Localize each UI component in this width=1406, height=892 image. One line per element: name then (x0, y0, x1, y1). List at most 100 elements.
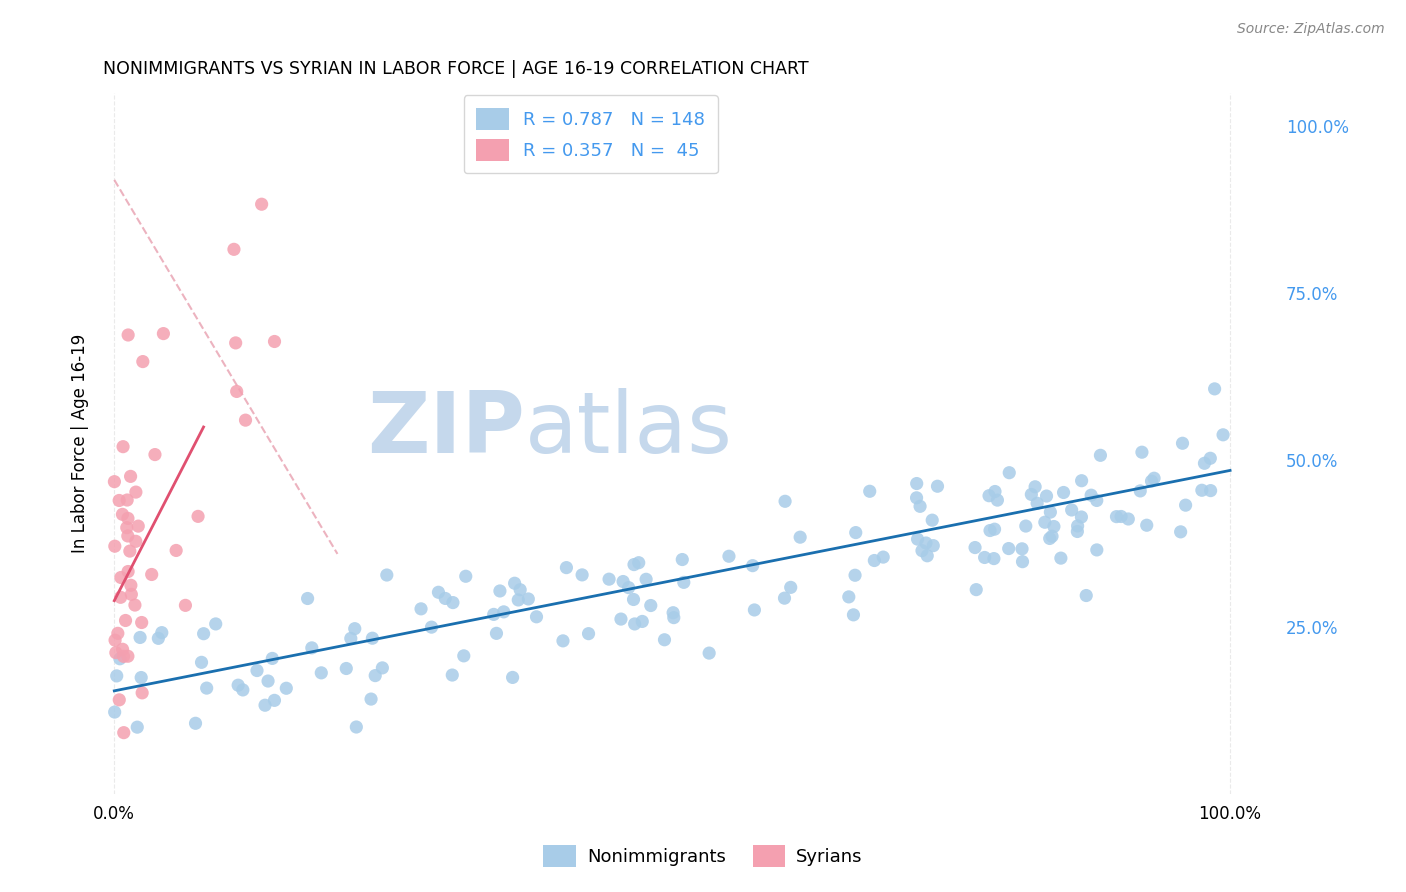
Point (110, 591, 132, 605)
Point (1050, 551, 1073, 566)
Point (434, 591, 457, 606)
Point (921, 513, 943, 527)
Point (1039, 505, 1062, 519)
Point (526, 609, 548, 624)
Point (503, 576, 526, 591)
Point (110, 570, 132, 584)
Point (1170, 524, 1192, 539)
Point (1052, 485, 1074, 500)
Point (125, 485, 148, 500)
Point (187, 509, 209, 524)
Point (555, 560, 578, 574)
Point (571, 567, 593, 582)
Point (1066, 519, 1088, 533)
Point (863, 553, 886, 567)
Point (789, 530, 811, 544)
Point (779, 580, 801, 594)
Point (112, 649, 135, 664)
Point (375, 568, 398, 582)
Point (131, 686, 153, 700)
Point (1024, 480, 1046, 494)
Point (773, 591, 796, 606)
Point (1011, 541, 1033, 556)
Point (984, 484, 1007, 499)
Point (1090, 448, 1112, 462)
Legend: Nonimmigrants, Syrians: Nonimmigrants, Syrians (536, 838, 870, 874)
Point (697, 646, 720, 660)
Point (1021, 487, 1043, 501)
Point (1039, 532, 1062, 546)
Point (1130, 445, 1153, 459)
Point (963, 541, 986, 555)
Point (441, 668, 464, 682)
Point (112, 440, 135, 454)
Point (441, 596, 464, 610)
Point (107, 626, 129, 640)
Point (115, 493, 138, 508)
Point (640, 599, 662, 613)
Point (578, 626, 600, 640)
Point (222, 243, 245, 257)
Point (492, 605, 515, 619)
Point (1040, 529, 1063, 543)
Point (141, 567, 163, 582)
Point (420, 620, 443, 634)
Point (335, 661, 357, 675)
Point (1140, 474, 1163, 488)
Point (1080, 488, 1102, 502)
Point (118, 544, 141, 558)
Point (129, 631, 152, 645)
Point (1171, 436, 1194, 450)
Point (152, 326, 174, 341)
Point (120, 578, 142, 592)
Point (977, 489, 1000, 503)
Point (117, 565, 139, 579)
Point (364, 668, 387, 682)
Point (115, 521, 138, 535)
Point (340, 632, 363, 646)
Point (1199, 451, 1222, 466)
Point (1174, 498, 1197, 512)
Point (1070, 510, 1092, 524)
Point (225, 335, 247, 350)
Point (623, 592, 645, 607)
Point (517, 591, 540, 606)
Point (276, 681, 298, 696)
Point (509, 582, 531, 597)
Point (1066, 524, 1088, 539)
Point (965, 582, 987, 597)
Point (482, 607, 505, 622)
Point (1085, 543, 1108, 558)
Point (1070, 474, 1092, 488)
Point (838, 590, 860, 604)
Point (489, 584, 512, 599)
Point (1015, 519, 1038, 533)
Point (311, 665, 333, 680)
Point (301, 640, 323, 655)
Point (108, 693, 131, 707)
Point (165, 543, 187, 558)
Point (104, 633, 127, 648)
Point (104, 646, 127, 660)
Point (744, 603, 766, 617)
Point (911, 543, 934, 558)
Point (226, 678, 249, 692)
Point (485, 626, 508, 640)
Point (104, 705, 127, 719)
Point (654, 632, 676, 647)
Point (612, 574, 634, 589)
Point (195, 681, 218, 695)
Point (360, 692, 382, 706)
Point (986, 493, 1008, 508)
Point (636, 572, 658, 586)
Point (453, 648, 475, 663)
Point (120, 587, 142, 601)
Point (184, 716, 207, 731)
Point (297, 591, 319, 606)
Point (662, 606, 685, 620)
Point (905, 491, 928, 505)
Point (129, 671, 152, 685)
Point (1060, 503, 1083, 517)
Point (631, 615, 654, 629)
Point (1109, 509, 1132, 524)
